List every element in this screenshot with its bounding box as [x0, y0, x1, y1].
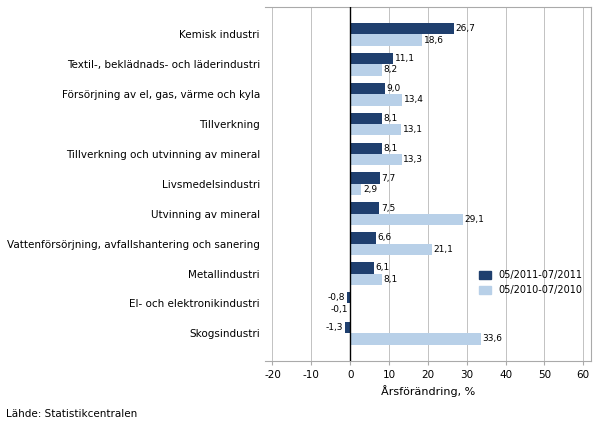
Bar	[350, 94, 402, 106]
Text: 18,6: 18,6	[424, 35, 444, 45]
Bar	[350, 35, 422, 46]
Bar	[350, 184, 361, 195]
Text: 13,4: 13,4	[404, 95, 423, 104]
Bar	[350, 143, 382, 154]
Bar	[350, 124, 401, 136]
Bar	[350, 274, 382, 285]
Bar	[350, 244, 432, 255]
Bar	[350, 83, 385, 94]
Text: 2,9: 2,9	[363, 185, 377, 194]
Text: 8,1: 8,1	[383, 144, 398, 153]
Bar	[350, 23, 454, 35]
Legend: 05/2011-07/2011, 05/2010-07/2010: 05/2011-07/2011, 05/2010-07/2010	[475, 266, 586, 299]
Text: 6,1: 6,1	[376, 263, 390, 272]
Bar	[350, 333, 481, 345]
Text: 11,1: 11,1	[395, 54, 415, 63]
Bar	[350, 53, 393, 64]
X-axis label: Årsförändring, %: Årsförändring, %	[381, 385, 475, 397]
Bar	[350, 113, 382, 124]
Text: 7,7: 7,7	[382, 173, 396, 183]
Bar	[350, 154, 402, 165]
Bar	[350, 203, 379, 214]
Text: -0,1: -0,1	[331, 304, 348, 314]
Text: 6,6: 6,6	[377, 233, 392, 242]
Text: 8,1: 8,1	[383, 274, 398, 284]
Text: 29,1: 29,1	[465, 215, 484, 224]
Text: 21,1: 21,1	[434, 245, 453, 254]
Text: 13,3: 13,3	[404, 155, 423, 164]
Text: Lähde: Statistikcentralen: Lähde: Statistikcentralen	[6, 409, 137, 419]
Text: 7,5: 7,5	[381, 203, 395, 213]
Text: 8,2: 8,2	[383, 65, 398, 75]
Text: 13,1: 13,1	[402, 125, 423, 134]
Bar	[350, 262, 374, 274]
Bar	[350, 232, 376, 244]
Bar	[350, 173, 380, 184]
Text: 26,7: 26,7	[456, 24, 475, 33]
Bar	[350, 214, 463, 225]
Text: 33,6: 33,6	[482, 334, 502, 344]
Text: 9,0: 9,0	[387, 84, 401, 93]
Bar	[350, 64, 382, 76]
Text: 8,1: 8,1	[383, 114, 398, 123]
Bar	[345, 322, 350, 333]
Bar	[347, 292, 350, 304]
Text: -0,8: -0,8	[328, 293, 346, 302]
Text: -1,3: -1,3	[326, 323, 344, 332]
